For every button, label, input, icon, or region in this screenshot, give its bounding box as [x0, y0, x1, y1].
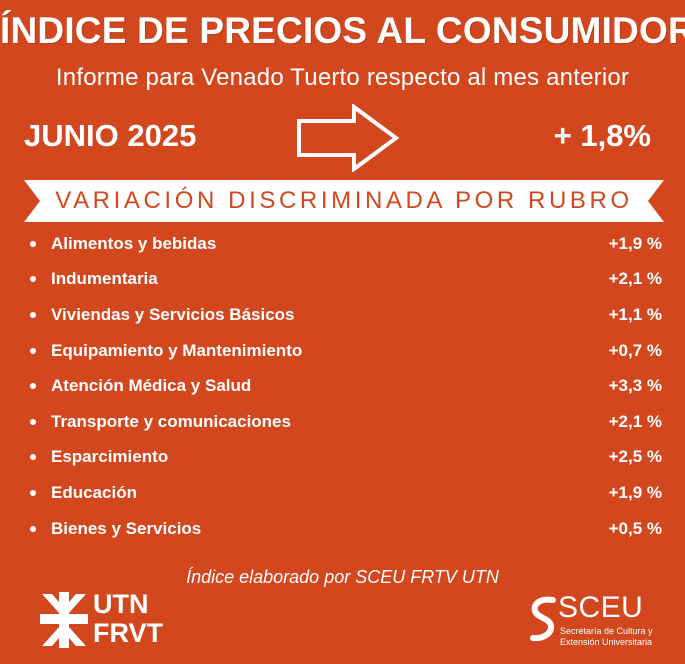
section-banner-title: VARIACIÓN DISCRIMINADA POR RUBRO: [55, 187, 633, 214]
page-title: ÍNDICE DE PRECIOS AL CONSUMIDOR: [0, 10, 685, 51]
bullet-icon: [30, 240, 36, 247]
category-value: +2,1 %: [608, 411, 662, 431]
list-item: Educación +1,9 %: [30, 475, 662, 511]
category-label: Educación: [51, 482, 137, 502]
list-item: Indumentaria +2,1 %: [30, 262, 662, 298]
category-list: Alimentos y bebidas +1,9 % Indumentaria …: [30, 226, 662, 546]
category-label: Equipamiento y Mantenimiento: [51, 340, 303, 360]
category-value: +1,9 %: [608, 233, 662, 253]
category-value: +0,7 %: [608, 340, 662, 360]
sceu-logo-name: SCEU: [558, 591, 644, 624]
sceu-logo: SCEU Secretaría de Cultura y Extensión U…: [530, 592, 670, 652]
bullet-icon: [30, 418, 36, 425]
footer-note: Índice elaborado por SCEU FRTV UTN: [186, 567, 499, 587]
category-label: Bienes y Servicios: [51, 518, 202, 538]
category-label: Esparcimiento: [51, 447, 169, 467]
list-item: Alimentos y bebidas +1,9 %: [30, 226, 662, 262]
category-value: +1,1 %: [608, 304, 662, 324]
sceu-logo-subtitle: Secretaría de Cultura y Extensión Univer…: [560, 626, 653, 647]
bullet-icon: [30, 525, 36, 532]
bullet-icon: [30, 347, 36, 354]
category-value: +1,9 %: [608, 482, 662, 502]
category-value: +2,1 %: [608, 269, 662, 289]
list-item: Bienes y Servicios +0,5 %: [30, 511, 662, 547]
bullet-icon: [30, 454, 36, 461]
list-item: Viviendas y Servicios Básicos +1,1 %: [30, 297, 662, 333]
category-value: +0,5 %: [608, 518, 662, 538]
section-banner: [24, 180, 664, 222]
category-value: +3,3 %: [608, 376, 662, 396]
bullet-icon: [30, 311, 36, 318]
total-variation: + 1,8%: [553, 118, 651, 153]
utn-logo: UTN FRVT: [40, 590, 170, 650]
bullet-icon: [30, 489, 36, 496]
bullet-icon: [30, 383, 36, 390]
category-label: Viviendas y Servicios Básicos: [51, 304, 295, 324]
utn-logo-text: UTN FRVT: [93, 590, 163, 648]
bullet-icon: [30, 276, 36, 283]
utn-emblem-icon: [40, 592, 88, 648]
utn-logo-line1: UTN: [93, 589, 149, 619]
list-item: Transporte y comunicaciones +2,1 %: [30, 404, 662, 440]
sceu-emblem-icon: [530, 596, 556, 642]
report-month: JUNIO 2025: [24, 118, 197, 153]
page-subtitle: Informe para Venado Tuerto respecto al m…: [55, 64, 630, 91]
list-item: Esparcimiento +2,5 %: [30, 440, 662, 476]
right-arrow-icon: [297, 104, 400, 172]
category-label: Indumentaria: [51, 269, 158, 289]
category-label: Transporte y comunicaciones: [51, 411, 291, 431]
category-label: Atención Médica y Salud: [51, 376, 252, 396]
category-value: +2,5 %: [608, 447, 662, 467]
utn-logo-line2: FRVT: [93, 618, 164, 648]
list-item: Equipamiento y Mantenimiento +0,7 %: [30, 333, 662, 369]
list-item: Atención Médica y Salud +3,3 %: [30, 368, 662, 404]
category-label: Alimentos y bebidas: [51, 233, 217, 253]
